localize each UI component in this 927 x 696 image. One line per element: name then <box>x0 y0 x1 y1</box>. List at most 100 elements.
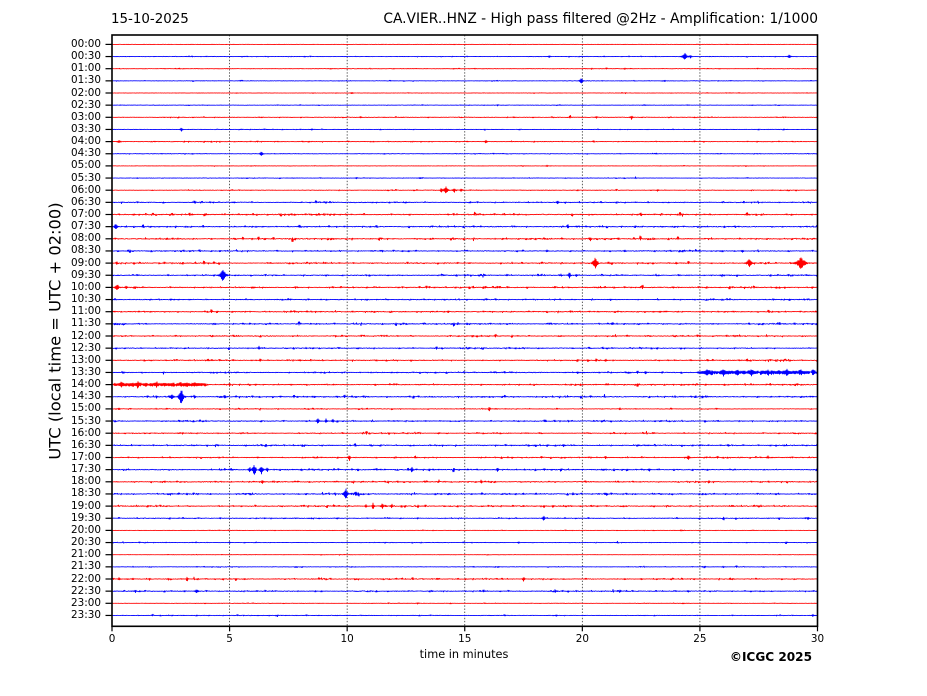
y-tick-label: 08:30 <box>71 244 101 257</box>
trace-2130 <box>111 565 818 569</box>
trace-1630 <box>111 443 818 448</box>
y-tick-label: 23:30 <box>71 608 101 621</box>
trace-1330 <box>111 368 818 377</box>
y-tick-label: 07:30 <box>71 220 101 233</box>
trace-2100 <box>111 553 818 556</box>
y-tick-label: 19:30 <box>71 511 101 524</box>
trace-2000 <box>111 529 818 532</box>
trace-1200 <box>111 333 818 338</box>
trace-0100 <box>111 67 818 70</box>
y-tick-label: 10:00 <box>71 280 101 293</box>
trace-0000 <box>111 43 818 46</box>
y-tick-label: 17:30 <box>71 463 101 476</box>
trace-0430 <box>111 151 818 156</box>
y-tick-label: 04:00 <box>71 135 101 148</box>
trace-0330 <box>111 127 818 132</box>
y-tick-label: 11:30 <box>71 317 101 330</box>
y-tick-label: 22:00 <box>71 572 101 585</box>
x-tick-label: 20 <box>575 632 589 645</box>
y-tick-label: 11:00 <box>71 305 101 318</box>
trace-2330 <box>111 613 818 618</box>
date-title: 15-10-2025 <box>111 12 189 27</box>
y-tick-label: 04:30 <box>71 147 101 160</box>
y-tick-label: 03:30 <box>71 122 101 135</box>
trace-0300 <box>111 115 818 120</box>
trace-1530 <box>111 418 818 424</box>
trace-0600 <box>111 186 818 194</box>
trace-2030 <box>111 540 818 545</box>
x-tick-label: 0 <box>108 632 116 645</box>
copyright: ©ICGC 2025 <box>729 650 812 664</box>
y-tick-label: 01:30 <box>71 74 101 87</box>
y-tick-label: 06:30 <box>71 195 101 208</box>
trace-1730 <box>111 465 818 475</box>
y-tick-label: 17:00 <box>71 451 101 463</box>
trace-1000 <box>111 284 818 290</box>
y-tick-label: 16:00 <box>71 426 101 439</box>
y-tick-label: 23:00 <box>71 596 101 609</box>
trace-0400 <box>111 139 818 144</box>
trace-2230 <box>111 589 818 594</box>
trace-1030 <box>111 298 818 301</box>
y-tick-label: 18:00 <box>71 475 101 488</box>
trace-1830 <box>111 488 818 499</box>
y-tick-label: 14:30 <box>71 390 101 403</box>
trace-0130 <box>111 78 818 84</box>
y-tick-label: 02:30 <box>71 98 101 111</box>
y-tick-label: 12:30 <box>71 341 101 354</box>
y-tick-label: 13:30 <box>71 365 101 378</box>
trace-2200 <box>111 576 818 582</box>
y-tick-label: 08:00 <box>71 232 101 245</box>
axis-ticks <box>105 43 819 632</box>
y-tick-label: 05:00 <box>71 159 101 172</box>
trace-0900 <box>111 257 818 269</box>
y-tick-label: 02:00 <box>71 86 101 99</box>
y-tick-label: 06:00 <box>71 183 101 196</box>
trace-1230 <box>111 345 818 351</box>
trace-1400 <box>111 381 818 389</box>
y-tick-label: 09:00 <box>71 256 101 269</box>
plot-title: CA.VIER..HNZ - High pass filtered @2Hz -… <box>383 11 818 27</box>
y-tick-label: 15:30 <box>71 414 101 427</box>
y-tick-label: 18:30 <box>71 487 101 500</box>
y-tick-label: 21:30 <box>71 560 101 573</box>
trace-0030 <box>111 52 818 60</box>
y-tick-label: 19:00 <box>71 499 101 512</box>
y-tick-label: 07:00 <box>71 208 101 220</box>
trace-1100 <box>111 309 818 314</box>
y-tick-label: 14:00 <box>71 378 101 391</box>
trace-1700 <box>111 455 818 461</box>
y-tick-label: 01:00 <box>71 62 101 75</box>
y-tick-label: 00:30 <box>71 50 101 63</box>
y-tick-label: 12:00 <box>71 329 101 342</box>
trace-1500 <box>111 407 818 412</box>
trace-1430 <box>111 390 818 404</box>
trace-1800 <box>111 479 818 484</box>
trace-0500 <box>111 164 818 167</box>
y-tick-label: 09:30 <box>71 268 101 281</box>
trace-0200 <box>111 91 818 95</box>
trace-0530 <box>111 176 818 180</box>
y-tick-label: 21:00 <box>71 548 101 561</box>
trace-0830 <box>111 249 818 253</box>
trace-0630 <box>111 200 818 205</box>
x-tick-label: 30 <box>810 632 825 645</box>
y-tick-label: 15:00 <box>71 402 101 415</box>
trace-0930 <box>111 269 818 281</box>
y-tick-label: 03:00 <box>71 110 101 123</box>
y-tick-label: 13:00 <box>71 353 101 366</box>
trace-0230 <box>111 104 818 107</box>
x-tick-label: 25 <box>693 632 707 645</box>
y-tick-label: 20:00 <box>71 523 101 536</box>
y-tick-label: 20:30 <box>71 536 101 549</box>
x-tick-label: 5 <box>226 632 233 645</box>
y-tick-label: 10:30 <box>71 293 101 306</box>
trace-1900 <box>111 502 818 509</box>
trace-0700 <box>111 211 818 217</box>
y-tick-label: 00:00 <box>71 37 101 50</box>
trace-2300 <box>111 602 818 605</box>
trace-0800 <box>111 235 818 243</box>
x-axis-label: time in minutes <box>419 648 509 661</box>
